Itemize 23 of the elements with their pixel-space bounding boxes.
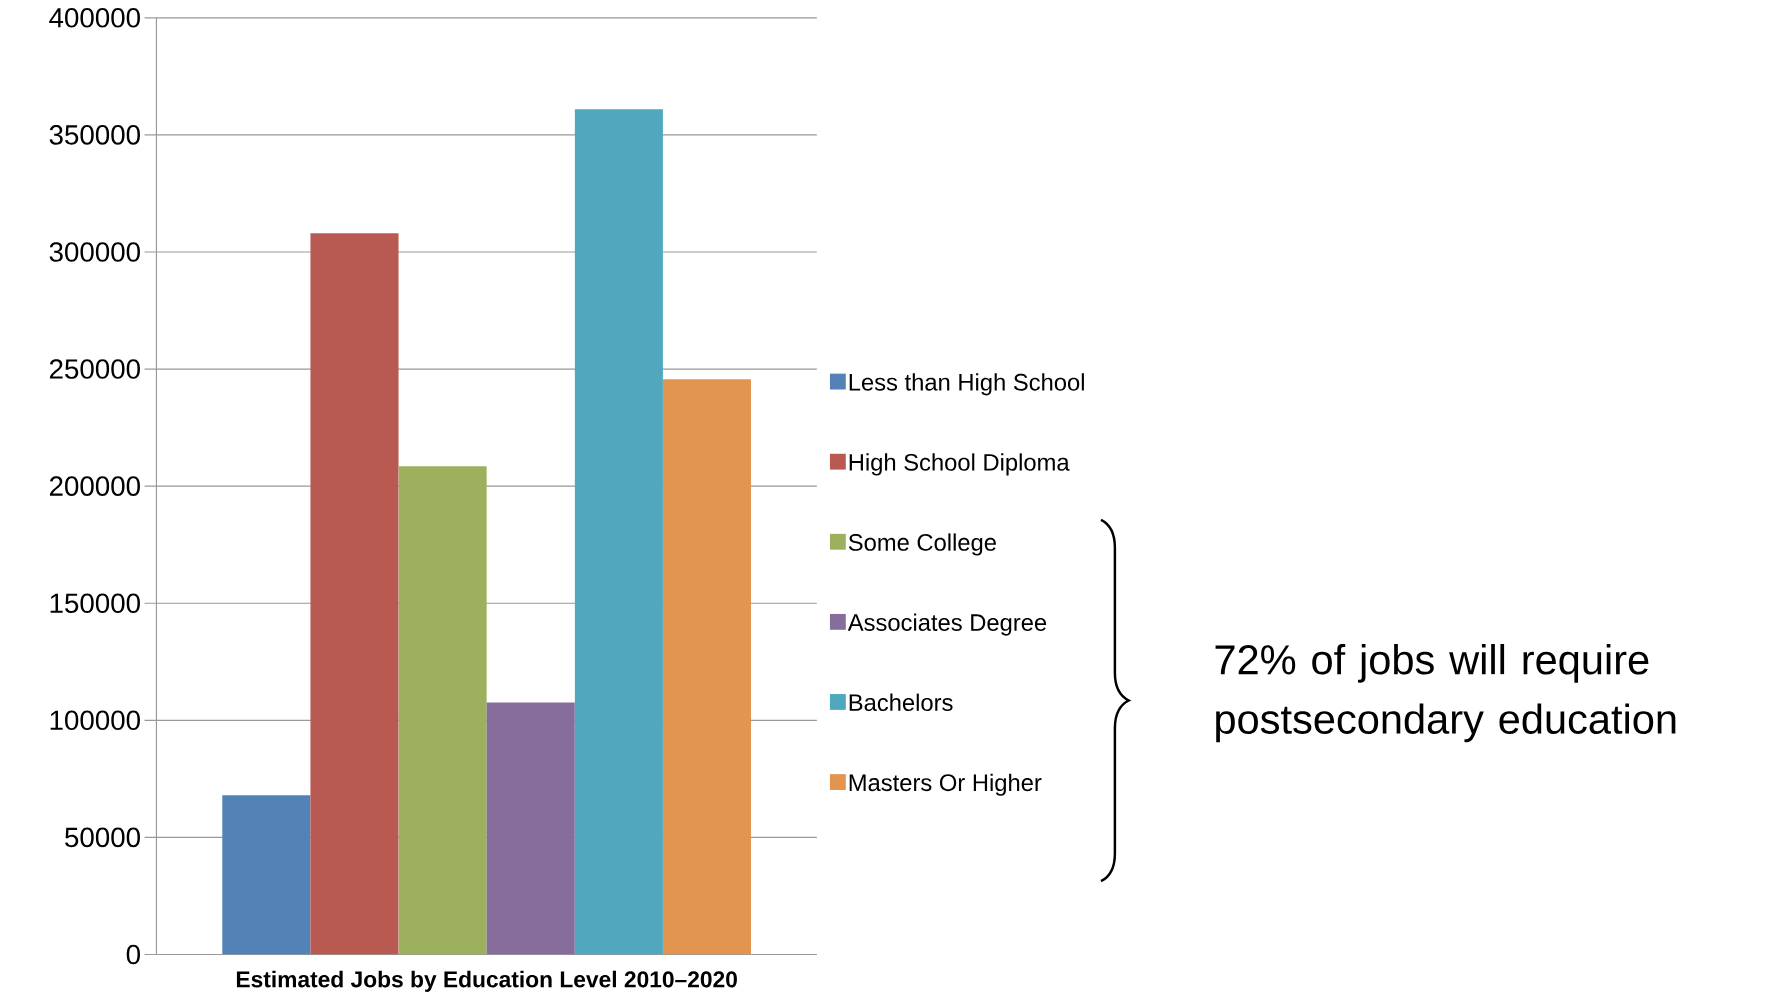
legend-label: Bachelors	[849, 693, 953, 712]
y-tick-label: 400000	[49, 8, 140, 28]
y-tick-label: 100000	[50, 710, 140, 731]
x-axis-title: Estimated Jobs by Education Level 2010–2020	[236, 970, 737, 992]
bar	[662, 379, 752, 955]
y-tick-label: 350000	[49, 125, 140, 145]
legend-label: Some College	[848, 533, 996, 556]
text: 72% of jobs will require postsecondary education	[1215, 644, 1676, 743]
y-tick-label: 200000	[49, 476, 140, 496]
y-tick-label: 0	[126, 944, 140, 965]
y-tick-label: 250000	[49, 359, 140, 379]
bar	[398, 466, 487, 955]
legend-label: High School Diploma	[849, 453, 1070, 476]
legend-label: Less than High School	[849, 373, 1084, 396]
bar	[486, 702, 575, 955]
bar	[222, 795, 311, 955]
y-tick-label: 300000	[49, 242, 140, 262]
bar	[574, 109, 663, 955]
legend-label: Masters Or Higher	[849, 773, 1042, 796]
y-tick-label: 150000	[50, 593, 140, 614]
y-tick-label: 50000	[65, 827, 140, 848]
bar	[310, 233, 399, 955]
legend-label: Associates Degree	[847, 613, 1047, 636]
